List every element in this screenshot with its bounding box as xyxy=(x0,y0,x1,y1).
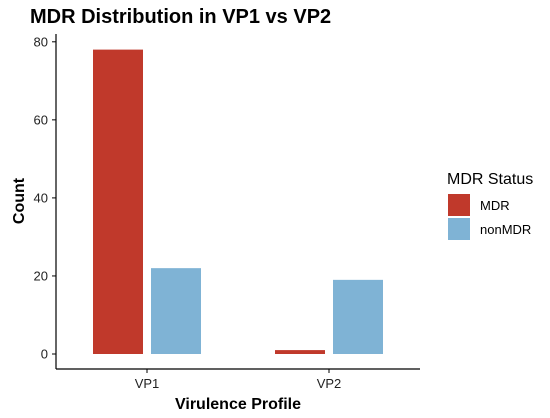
bar-nonmdr-vp2 xyxy=(333,279,383,354)
chart-title: MDR Distribution in VP1 vs VP2 xyxy=(30,6,332,28)
legend-swatch-nonmdr xyxy=(448,218,470,240)
y-tick-label: 0 xyxy=(41,347,48,362)
bar-mdr-vp1 xyxy=(93,49,143,355)
legend-items: MDR nonMDR xyxy=(448,194,531,240)
y-tick-label: 20 xyxy=(34,268,48,283)
bars-group xyxy=(93,49,383,355)
y-tick-label: 40 xyxy=(34,190,48,205)
legend-label-nonmdr: nonMDR xyxy=(480,222,531,237)
bar-mdr-vp2 xyxy=(275,350,325,354)
y-ticks-group: 0 20 40 60 80 xyxy=(34,34,56,362)
legend-swatch-mdr xyxy=(448,194,470,216)
axes-group xyxy=(55,34,420,370)
bar-nonmdr-vp1 xyxy=(151,268,201,354)
legend-title: MDR Status xyxy=(447,171,533,188)
x-tick-label: VP1 xyxy=(135,376,160,391)
legend: MDR Status MDR nonMDR xyxy=(447,171,533,240)
x-tick-label: VP2 xyxy=(317,376,342,391)
x-axis-title: Virulence Profile xyxy=(175,396,301,413)
legend-label-mdr: MDR xyxy=(480,198,510,213)
y-axis-title: Count xyxy=(11,177,28,224)
y-tick-label: 60 xyxy=(34,112,48,127)
y-tick-label: 80 xyxy=(34,34,48,49)
x-ticks-group: VP1 VP2 xyxy=(135,369,342,391)
